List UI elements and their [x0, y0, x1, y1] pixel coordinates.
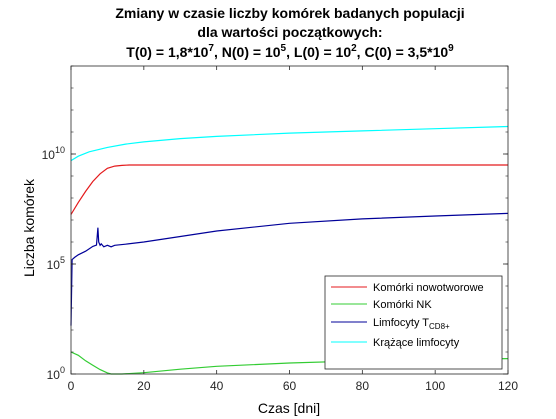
- title-param-l: L(0) = 102,: [294, 43, 365, 60]
- x-tick-label: 100: [425, 379, 445, 393]
- title-param-t: T(0) = 1,8*107,: [126, 43, 221, 60]
- y-tick-label: 1010: [42, 145, 65, 162]
- x-tick-label: 40: [210, 379, 224, 393]
- chart-title-line-1: Zmiany w czasie liczby komórek badanych …: [115, 5, 464, 21]
- chart-title-line-2: dla wartości początkowych:: [197, 24, 382, 40]
- x-tick-label: 120: [498, 379, 518, 393]
- x-tick-label: 0: [68, 379, 75, 393]
- legend-label-nk: Komórki NK: [373, 299, 432, 311]
- legend-item-nk: Komórki NK: [331, 299, 432, 311]
- x-axis: 0 20 40 60 80 100 120: [68, 66, 518, 393]
- legend-label-cd8: Limfocyty TCD8+: [373, 317, 450, 331]
- x-tick-label: 20: [137, 379, 151, 393]
- y-tick-label: 100: [47, 365, 65, 382]
- x-tick-label: 80: [356, 379, 370, 393]
- y-axis-label: Liczba komórek: [21, 178, 37, 277]
- title-param-c: C(0) = 3,5*109: [364, 43, 454, 60]
- legend-label-tumor: Komórki nowotworowe: [373, 282, 484, 294]
- chart-title-line-3: T(0) = 1,8*107, N(0) = 105, L(0) = 102, …: [126, 43, 454, 60]
- x-axis-label: Czas [dni]: [258, 400, 320, 416]
- title-param-n: N(0) = 105,: [222, 43, 294, 60]
- legend: Komórki nowotworowe Komórki NK Limfocyty…: [324, 275, 503, 370]
- y-axis: 100 105 1010: [42, 65, 508, 382]
- series-line-3: [70, 125, 509, 162]
- x-tick-label: 60: [283, 379, 297, 393]
- legend-label-circulating: Krążące limfocyty: [373, 337, 460, 349]
- legend-item-circulating: Krążące limfocyty: [331, 337, 460, 349]
- legend-item-cd8: Limfocyty TCD8+: [331, 317, 450, 331]
- series-line-0: [70, 164, 508, 215]
- y-tick-label: 105: [47, 255, 65, 272]
- series-line-2: [70, 212, 509, 326]
- legend-item-tumor: Komórki nowotworowe: [331, 282, 484, 294]
